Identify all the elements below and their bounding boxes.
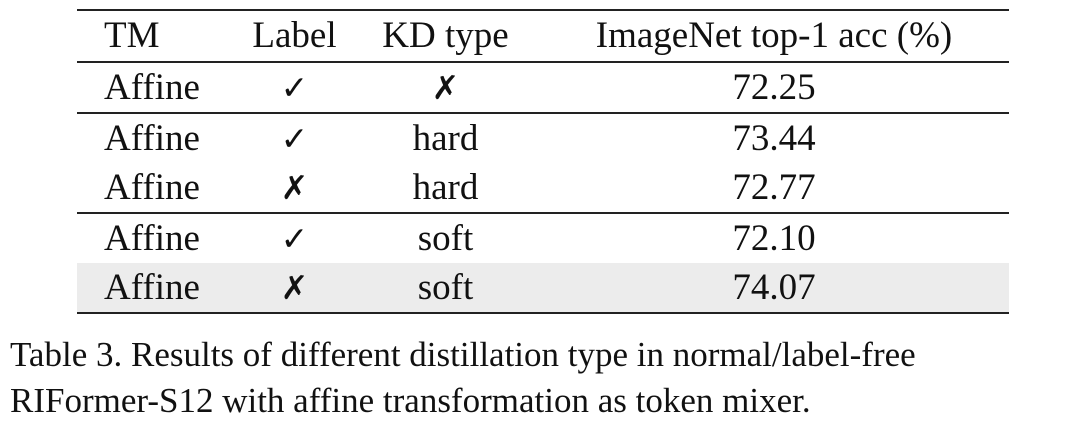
- table-header-row: TM Label KD type ImageNet top-1 acc (%): [77, 10, 1009, 62]
- table-caption: Table 3. Results of different distillati…: [10, 332, 1075, 424]
- caption-line-1: Table 3. Results of different distillati…: [10, 335, 916, 374]
- cell-tm: Affine: [77, 212, 237, 263]
- header-label: Label: [252, 15, 337, 56]
- cell-acc-best: 74.07: [539, 263, 1009, 314]
- cell-acc: 72.77: [732, 167, 816, 208]
- cell-acc: 72.10: [539, 212, 1009, 263]
- results-table-container: TM Label KD type ImageNet top-1 acc (%) …: [77, 9, 1009, 314]
- cell-tm: Affine: [77, 112, 237, 163]
- cell-acc: 72.25: [539, 61, 1009, 113]
- cell-label-cross-mark: ✗: [237, 263, 352, 314]
- header-kd-type: KD type: [382, 15, 509, 56]
- header-imagenet-acc: ImageNet top-1 acc (%): [595, 15, 953, 56]
- header-tm: TM: [104, 15, 160, 56]
- caption-line-2: RIFormer-S12 with affine transformation …: [10, 381, 811, 420]
- cell-label-check-mark: ✓: [237, 212, 352, 263]
- cell-acc: 73.44: [539, 112, 1009, 163]
- cell-label-cross-mark: ✗: [280, 168, 309, 207]
- table-row: Affine ✓ soft 72.10: [77, 212, 1009, 263]
- table-row: Affine ✓ ✗ 72.25: [77, 61, 1009, 113]
- cell-kd-cross-mark: ✗: [352, 61, 539, 113]
- cell-kd: hard: [412, 167, 479, 208]
- cell-kd: hard: [352, 112, 539, 163]
- cell-label-check-mark: ✓: [237, 61, 352, 113]
- cell-tm: Affine: [104, 167, 200, 208]
- table-row-highlighted: Affine ✗ soft 74.07: [77, 263, 1009, 314]
- table-row: Affine ✓ hard 73.44: [77, 112, 1009, 163]
- results-table: TM Label KD type ImageNet top-1 acc (%) …: [77, 9, 1009, 314]
- cell-tm: Affine: [77, 263, 237, 314]
- cell-tm: Affine: [77, 61, 237, 113]
- cell-kd: soft: [352, 263, 539, 314]
- table-row: Affine ✗ hard 72.77: [77, 163, 1009, 213]
- cell-kd: soft: [352, 212, 539, 263]
- cell-label-check-mark: ✓: [237, 112, 352, 163]
